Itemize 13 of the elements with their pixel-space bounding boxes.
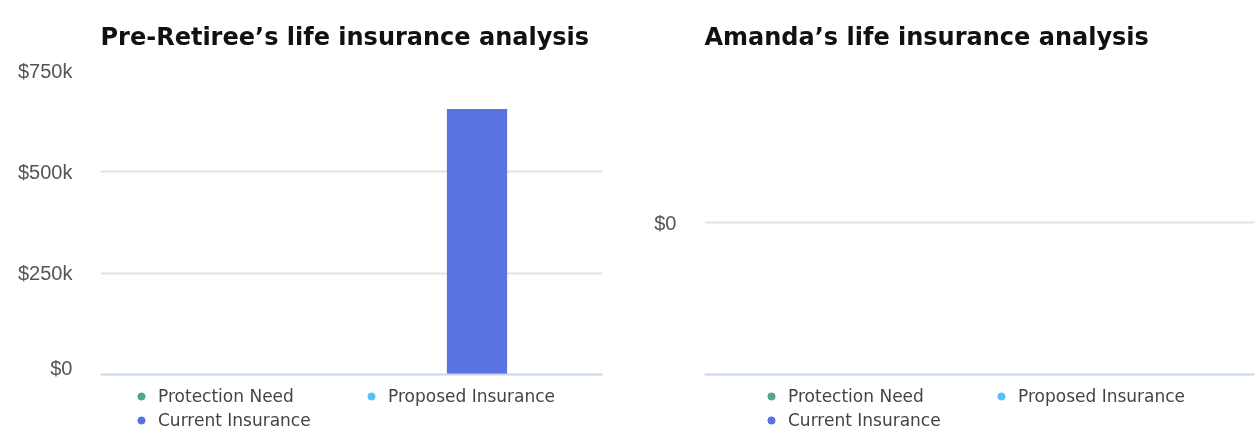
legend-label: Protection Need bbox=[788, 386, 925, 406]
y-tick-label: $750k bbox=[18, 59, 74, 82]
text: $0 bbox=[654, 211, 677, 234]
legend-label: Current Insurance bbox=[788, 410, 942, 430]
legend-label: Current Insurance bbox=[158, 410, 312, 430]
y-tick-label: $0 bbox=[50, 356, 73, 379]
y-tick-label: $500k bbox=[18, 160, 74, 183]
legend-label: Proposed Insurance bbox=[388, 386, 557, 406]
chart-title: Pre-Retiree’s life insurance analysis bbox=[100, 22, 590, 51]
legend-label: Protection Need bbox=[158, 386, 295, 406]
y-tick-label: $250k bbox=[18, 262, 74, 285]
legend-label: Proposed Insurance bbox=[1018, 386, 1187, 406]
text: Amanda’s life insurance analysis bbox=[704, 22, 1149, 51]
